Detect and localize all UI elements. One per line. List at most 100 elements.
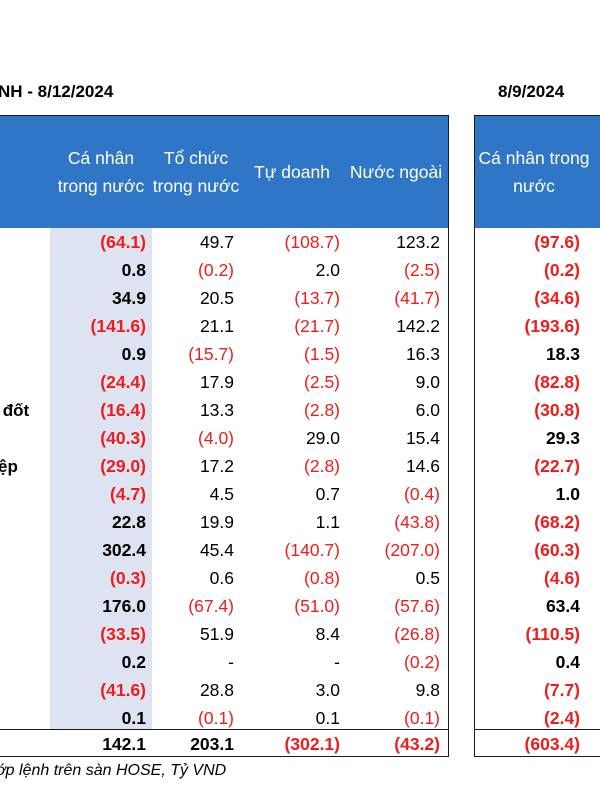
cell-right-individual: (7.7)	[544, 680, 580, 700]
cell-individual: (16.4)	[100, 400, 146, 420]
cell-institution: 13.3	[199, 400, 234, 420]
comparison-date: 8/9/2024	[498, 82, 565, 101]
cell-right-individual: (22.7)	[534, 456, 580, 476]
table-row: 302.4 45.4 (140.7) (207.0) (60.3)	[0, 537, 600, 565]
cell-right-individual: (0.2)	[544, 260, 580, 280]
cell-right-individual: (34.6)	[534, 288, 580, 308]
table-row: (141.6) 21.1 (21.7) 142.2 (193.6)	[0, 313, 600, 341]
cell-proprietary: (2.8)	[304, 456, 340, 476]
cell-foreign: (57.6)	[394, 596, 440, 616]
cell-individual: 0.9	[121, 344, 146, 364]
cell-foreign: 15.4	[405, 428, 440, 448]
cell-foreign: (0.4)	[404, 484, 440, 504]
cell-right-individual: 1.0	[555, 484, 580, 504]
cell-proprietary: (2.5)	[304, 372, 340, 392]
cell-institution: 49.7	[199, 232, 234, 252]
header-right-individual: Cá nhân trong nước	[478, 148, 590, 196]
cell-foreign: (207.0)	[384, 540, 440, 560]
cell-institution: 17.2	[199, 456, 234, 476]
cell-institution: 51.9	[199, 624, 234, 644]
total-divider	[0, 729, 449, 730]
cell-proprietary: (2.8)	[304, 400, 340, 420]
cell-foreign: 9.0	[415, 372, 440, 392]
cell-foreign: 9.8	[415, 680, 440, 700]
total-right: (603.4)	[524, 734, 580, 754]
cell-proprietary: 2.0	[315, 260, 340, 280]
cell-right-individual: 63.4	[545, 596, 580, 616]
cell-proprietary: -	[334, 652, 340, 672]
cell-foreign: (2.5)	[404, 260, 440, 280]
cell-right-individual: 0.4	[555, 652, 580, 672]
cell-foreign: (43.8)	[394, 512, 440, 532]
cell-right-individual: (4.6)	[544, 568, 580, 588]
individual-column-shade	[50, 228, 152, 730]
cell-proprietary: 0.1	[315, 708, 340, 728]
comparison-header-band	[475, 116, 600, 228]
cell-proprietary: (140.7)	[284, 540, 340, 560]
cell-foreign: (0.2)	[404, 652, 440, 672]
cell-proprietary: (1.5)	[304, 344, 340, 364]
cell-institution: (0.1)	[198, 708, 234, 728]
table-title: NH - 8/12/2024	[0, 82, 114, 101]
cell-foreign: (0.1)	[404, 708, 440, 728]
cell-right-individual: (60.3)	[534, 540, 580, 560]
comparison-table-frame	[474, 115, 600, 757]
cell-foreign: 6.0	[415, 400, 440, 420]
cell-foreign: 0.5	[415, 568, 440, 588]
table-row: 0.2 - - (0.2) 0.4	[0, 649, 600, 677]
cell-foreign: 123.2	[396, 232, 440, 252]
cell-institution: (4.0)	[198, 428, 234, 448]
cell-institution: -	[228, 652, 234, 672]
table-row: 0.8 (0.2) 2.0 (2.5) (0.2)	[0, 257, 600, 285]
table-body: (64.1) 49.7 (108.7) 123.2 (97.6) 0.8 (0.2) 2.0 (…	[0, 229, 600, 733]
cell-proprietary: 29.0	[305, 428, 340, 448]
row-label: ệp	[0, 457, 18, 476]
cell-individual: (4.7)	[110, 484, 146, 504]
cell-proprietary: 1.1	[315, 512, 340, 532]
cell-right-individual: (30.8)	[534, 400, 580, 420]
cell-right-individual: (82.8)	[534, 372, 580, 392]
cell-proprietary: (0.8)	[304, 568, 340, 588]
cell-individual: (29.0)	[100, 456, 146, 476]
cell-foreign: 16.3	[405, 344, 440, 364]
cell-foreign: 142.2	[396, 316, 440, 336]
total-divider-right	[474, 729, 600, 730]
header-individual-domestic: Cá nhân trong nước	[57, 148, 145, 196]
table-row: 0.9 (15.7) (1.5) 16.3 18.3	[0, 341, 600, 369]
cell-right-individual: 29.3	[545, 428, 580, 448]
cell-individual: (141.6)	[90, 316, 146, 336]
total-institution: 203.1	[190, 734, 234, 754]
cell-foreign: (26.8)	[394, 624, 440, 644]
table-row: 0.1 (0.1) 0.1 (0.1) (2.4)	[0, 705, 600, 733]
cell-right-individual: (68.2)	[534, 512, 580, 532]
cell-individual: (41.6)	[100, 680, 146, 700]
table-row: 22.8 19.9 1.1 (43.8) (68.2)	[0, 509, 600, 537]
cell-right-individual: 18.3	[545, 344, 580, 364]
table-row: (64.1) 49.7 (108.7) 123.2 (97.6)	[0, 229, 600, 257]
cell-proprietary: 8.4	[315, 624, 340, 644]
main-header-band	[0, 116, 448, 228]
cell-right-individual: (193.6)	[524, 316, 580, 336]
cell-institution: 21.1	[199, 316, 234, 336]
table-row: (33.5) 51.9 8.4 (26.8) (110.5)	[0, 621, 600, 649]
cell-institution: 17.9	[199, 372, 234, 392]
cell-foreign: 14.6	[405, 456, 440, 476]
cell-proprietary: 3.0	[315, 680, 340, 700]
cell-individual: 0.8	[121, 260, 146, 280]
table-row: (24.4) 17.9 (2.5) 9.0 (82.8)	[0, 369, 600, 397]
total-row: 142.1 203.1 (302.1) (43.2) (603.4)	[0, 731, 600, 759]
cell-institution: (67.4)	[188, 596, 234, 616]
cell-individual: 302.4	[102, 540, 146, 560]
table-row: ệp (29.0) 17.2 (2.8) 14.6 (22.7)	[0, 453, 600, 481]
total-foreign: (43.2)	[394, 734, 440, 754]
cell-right-individual: (110.5)	[525, 624, 580, 644]
cell-proprietary: (21.7)	[294, 316, 340, 336]
header-foreign: Nước ngoài	[349, 162, 443, 182]
cell-individual: 176.0	[102, 596, 146, 616]
cell-institution: 20.5	[199, 288, 234, 308]
header-proprietary: Tự doanh	[254, 162, 330, 182]
table-row: ́ đốt (16.4) 13.3 (2.8) 6.0 (30.8)	[0, 397, 600, 425]
row-label: ́ đốt	[0, 401, 30, 420]
cell-individual: 0.2	[121, 652, 146, 672]
total-individual: 142.1	[102, 734, 146, 754]
